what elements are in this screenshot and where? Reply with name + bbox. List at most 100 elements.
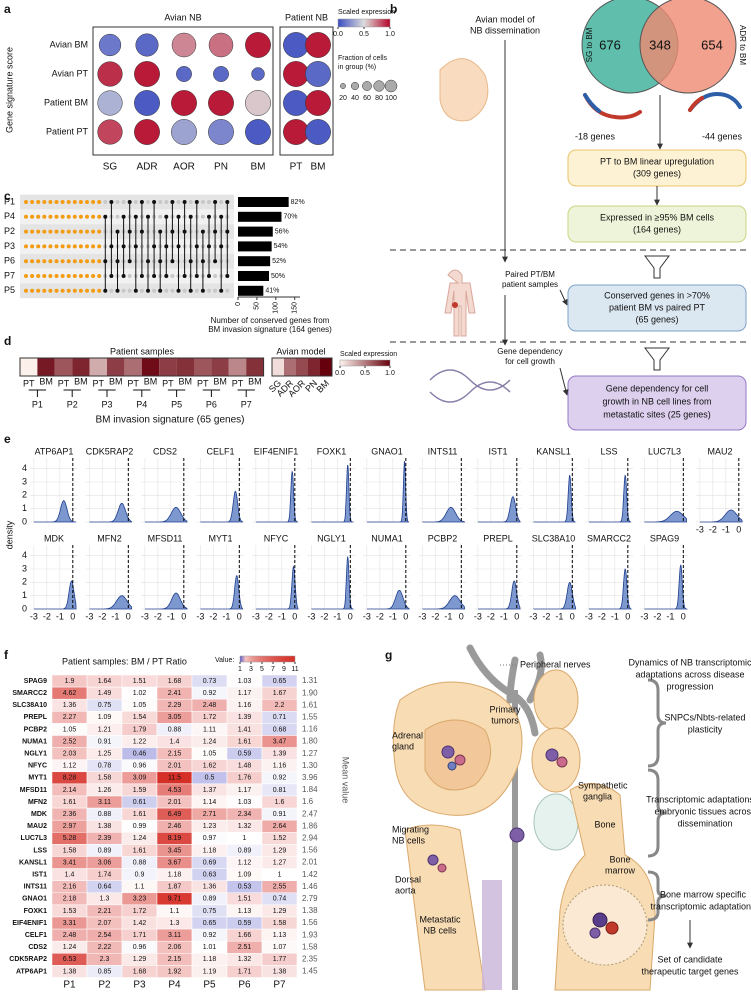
dot: [134, 119, 160, 145]
cell-value: 1.51: [238, 896, 252, 903]
cell-value: 1.17: [238, 690, 252, 697]
ganglion-shape: [533, 669, 579, 731]
cell-value: 0.53: [238, 884, 252, 891]
cell-value: 1.53: [63, 908, 77, 915]
stage-text: Bone marrow specific: [660, 889, 747, 899]
cell-value: 1.39: [273, 750, 287, 757]
gene-label: CDK5RAP2: [9, 956, 47, 963]
set-dot: [152, 288, 157, 293]
mean-value: 1.16: [302, 725, 318, 734]
dot: [305, 32, 331, 58]
stage-text: therapeutic target genes: [641, 966, 739, 976]
set-dot: [213, 274, 218, 278]
cell-value: 2.15: [168, 956, 182, 963]
set-dot: [24, 214, 28, 219]
group-frame: [92, 26, 274, 156]
funnel-icon: [644, 347, 670, 371]
set-dot: [85, 288, 89, 293]
bracket: [202, 389, 221, 397]
cell-value: 3.06: [98, 859, 112, 866]
axis-title: Gene signature score: [4, 47, 14, 133]
dot: [176, 66, 192, 82]
cell-value: 1.02: [133, 690, 147, 697]
group-title: Patient NB: [285, 12, 328, 22]
set-dot: [207, 200, 211, 204]
dot: [283, 90, 309, 116]
density-area: [533, 581, 576, 610]
cell-value: 1.29: [133, 956, 147, 963]
cell-value: 0.97: [203, 835, 217, 842]
set-dot: [30, 274, 35, 278]
dot: [305, 61, 331, 87]
set-dot: [36, 214, 41, 219]
set-dot: [30, 259, 35, 264]
cell-value: 1.64: [98, 678, 112, 685]
axis-title: BM invasion signature (164 genes): [208, 325, 332, 334]
dot: [97, 119, 123, 145]
anatomy-label: Primary: [490, 704, 521, 714]
set-dot: [78, 229, 83, 234]
set-dot: [66, 214, 71, 219]
funnel-icon: [644, 255, 670, 279]
heat-cell: [308, 358, 320, 376]
cell-value: 3.09: [133, 775, 147, 782]
cell-value: 1.12: [63, 763, 77, 770]
set-dot: [85, 229, 89, 234]
cell-value: 0.75: [203, 908, 217, 915]
group-title: Avian NB: [164, 12, 201, 22]
cell-value: 2.01: [168, 763, 182, 770]
axis-title: density: [4, 520, 14, 549]
mean-value: 2.35: [302, 954, 318, 963]
y-tick-label: 3: [22, 476, 27, 486]
colorbar: [239, 655, 296, 663]
density-area: [255, 565, 299, 610]
x-tick-label: -1: [111, 611, 119, 621]
cell-value: 1.36: [203, 884, 217, 891]
density-area: [144, 506, 188, 523]
strip-frame: [19, 357, 265, 377]
facet-title: SPAG9: [650, 533, 679, 543]
cell-value: 11.5: [168, 775, 181, 782]
ganglion-shape: [533, 793, 579, 851]
colorbar-label: 11: [291, 666, 298, 673]
set-dot: [85, 274, 89, 278]
heat-cell: [211, 358, 229, 376]
cell-label: BM: [213, 376, 227, 386]
gene-label: FOXK1: [24, 908, 47, 915]
set-dot: [176, 200, 181, 204]
density-area: [644, 510, 687, 523]
dot: [245, 32, 271, 58]
column-label: P1: [63, 980, 76, 991]
set-dot: [36, 259, 41, 264]
x-tick-label: -3: [307, 611, 315, 621]
mean-value: 1.31: [302, 676, 318, 685]
step-text: Gene dependency for cell: [606, 383, 709, 393]
cell-value: 1.03: [238, 799, 252, 806]
stage-text: progression: [666, 681, 713, 691]
cell-value: 2.07: [98, 920, 112, 927]
set-dot: [97, 259, 102, 264]
cell-value: 8.19: [168, 835, 182, 842]
set-dot: [60, 214, 65, 219]
set-dot: [91, 244, 96, 249]
x-tick-label: -2: [653, 611, 661, 621]
cell-value: 1.4: [65, 871, 75, 878]
dot: [98, 33, 122, 57]
set-dot: [36, 229, 41, 234]
x-tick-label: -1: [278, 611, 286, 621]
density-area: [311, 555, 354, 610]
set-dot: [170, 288, 175, 293]
set-dot: [219, 200, 224, 204]
set-dot: [30, 229, 35, 234]
row-label: P7: [4, 270, 15, 280]
step-text: growth in NB cell lines from: [602, 396, 711, 406]
side-label: Paired PT/BM: [505, 270, 555, 279]
x-tick-label: -2: [43, 611, 51, 621]
y-tick-label: 3: [22, 563, 27, 573]
cell-value: 1.58: [273, 920, 287, 927]
mean-value: 2.47: [302, 809, 318, 818]
cell-value: 0.81: [273, 787, 287, 794]
density-area: [422, 595, 465, 610]
bar-label: 56%: [275, 228, 289, 235]
cell-value: 1: [243, 835, 247, 842]
